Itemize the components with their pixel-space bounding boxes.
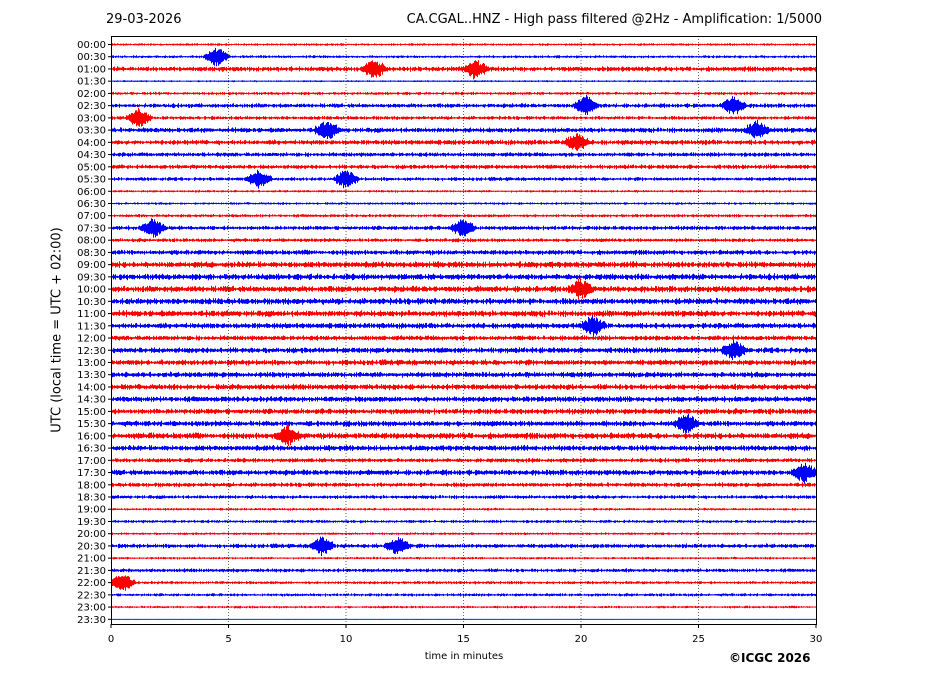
y-tick-label: 02:30 (77, 101, 106, 112)
y-tick-label: 00:00 (77, 40, 106, 51)
x-tick-label: 10 (340, 634, 353, 645)
y-tick-label: 11:30 (77, 321, 106, 332)
copyright-label: ©ICGC 2026 (729, 651, 811, 665)
y-tick-label: 14:30 (77, 395, 106, 406)
y-tick-label: 00:30 (77, 52, 106, 63)
y-tick-label: 19:30 (77, 517, 106, 528)
y-tick-label: 08:00 (77, 236, 106, 247)
y-tick-label: 06:30 (77, 199, 106, 210)
y-tick-label: 14:00 (77, 382, 106, 393)
y-tick-label: 11:00 (77, 309, 106, 320)
y-tick-label: 13:30 (77, 370, 106, 381)
y-tick-label: 05:30 (77, 175, 106, 186)
x-tick-label: 20 (575, 634, 588, 645)
x-tick-label: 0 (108, 634, 114, 645)
y-tick-label: 23:30 (77, 615, 106, 626)
y-tick-label: 09:30 (77, 272, 106, 283)
y-tick-label: 05:00 (77, 162, 106, 173)
y-tick-label: 13:00 (77, 358, 106, 369)
y-tick-label: 12:30 (77, 346, 106, 357)
y-tick-label: 20:00 (77, 529, 106, 540)
y-tick-label: 23:00 (77, 603, 106, 614)
y-tick-label: 04:30 (77, 150, 106, 161)
x-tick-label: 30 (810, 634, 823, 645)
y-tick-label: 09:00 (77, 260, 106, 271)
y-tick-label: 15:30 (77, 419, 106, 430)
chart-title: CA.CGAL..HNZ - High pass filtered @2Hz -… (406, 12, 822, 27)
y-tick-label: 06:00 (77, 187, 106, 198)
y-tick-label: 07:30 (77, 223, 106, 234)
x-axis-label: time in minutes (424, 651, 504, 662)
plot-frame (111, 36, 817, 625)
y-tick-label: 21:00 (77, 554, 106, 565)
y-tick-label: 20:30 (77, 541, 106, 552)
trace-group (111, 43, 816, 620)
y-tick-label: 01:30 (77, 77, 106, 88)
y-tick-label: 15:00 (77, 407, 106, 418)
y-tick-label: 16:30 (77, 444, 106, 455)
y-tick-label: 21:30 (77, 566, 106, 577)
y-tick-label: 22:30 (77, 590, 106, 601)
y-tick-label: 18:00 (77, 480, 106, 491)
y-tick-label: 17:00 (77, 456, 106, 467)
y-tick-label: 03:00 (77, 113, 106, 124)
y-tick-label: 12:00 (77, 334, 106, 345)
y-tick-label: 18:30 (77, 493, 106, 504)
y-tick-label: 04:00 (77, 138, 106, 149)
x-tick-label: 25 (692, 634, 705, 645)
y-tick-label: 16:00 (77, 431, 106, 442)
y-tick-label: 17:30 (77, 468, 106, 479)
y-tick-label: 08:30 (77, 248, 106, 259)
x-tick-label: 5 (225, 634, 231, 645)
x-tick-label: 15 (457, 634, 470, 645)
y-tick-label: 10:00 (77, 285, 106, 296)
y-tick-label: 03:30 (77, 126, 106, 137)
grid-group (228, 36, 699, 624)
y-tick-label: 02:00 (77, 89, 106, 100)
y-tick-label: 01:00 (77, 64, 106, 75)
y-tick-label: 22:00 (77, 578, 106, 589)
date-label: 29-03-2026 (106, 12, 182, 27)
x-tick-group: 0 5 10 15 20 25 30 (108, 624, 823, 645)
y-tick-label: 07:00 (77, 211, 106, 222)
y-tick-label: 19:00 (77, 505, 106, 516)
y-tick-label: 10:30 (77, 297, 106, 308)
